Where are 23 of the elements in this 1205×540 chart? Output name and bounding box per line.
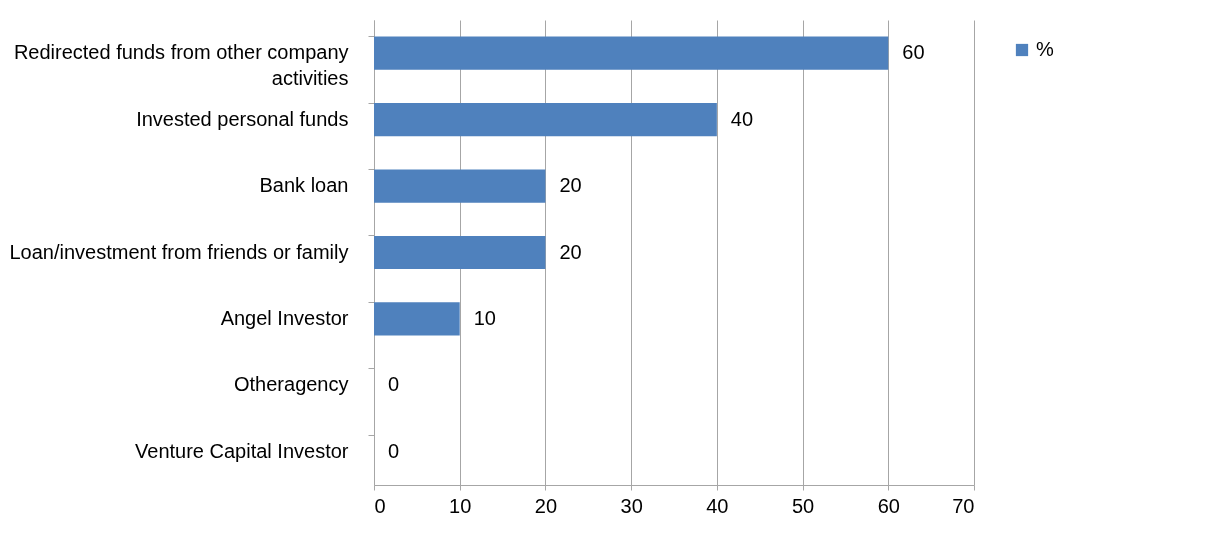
legend-label: % bbox=[1036, 38, 1054, 60]
data-label: 20 bbox=[559, 240, 582, 263]
x-tick-label: 20 bbox=[534, 494, 558, 517]
y-tick-label: Angel Investor bbox=[220, 306, 349, 329]
x-tick-label: 60 bbox=[877, 494, 900, 517]
data-label: 0 bbox=[388, 439, 400, 462]
data-label: 10 bbox=[473, 306, 496, 329]
data-label: 0 bbox=[388, 373, 400, 396]
data-label: 60 bbox=[902, 41, 925, 64]
x-tick-label: 10 bbox=[449, 494, 472, 517]
x-tick-label: 40 bbox=[706, 494, 729, 517]
y-tick-label: Otheragency bbox=[233, 373, 349, 396]
x-tick-label: 30 bbox=[620, 494, 643, 517]
x-tick-label: 0 bbox=[374, 494, 386, 517]
y-tick-label: Redirected funds from other company activities bbox=[13, 41, 349, 90]
y-tick-label: Loan/investment from friends or family bbox=[9, 240, 349, 263]
data-label: 40 bbox=[730, 107, 754, 130]
y-tick-label: Venture Capital Investor bbox=[135, 439, 349, 462]
y-tick-label: Bank loan bbox=[259, 174, 349, 197]
data-label: 20 bbox=[559, 174, 582, 197]
y-tick-label: Invested personal funds bbox=[136, 107, 349, 130]
x-tick-label: 50 bbox=[791, 494, 815, 517]
x-tick-label: 70 bbox=[952, 494, 975, 517]
